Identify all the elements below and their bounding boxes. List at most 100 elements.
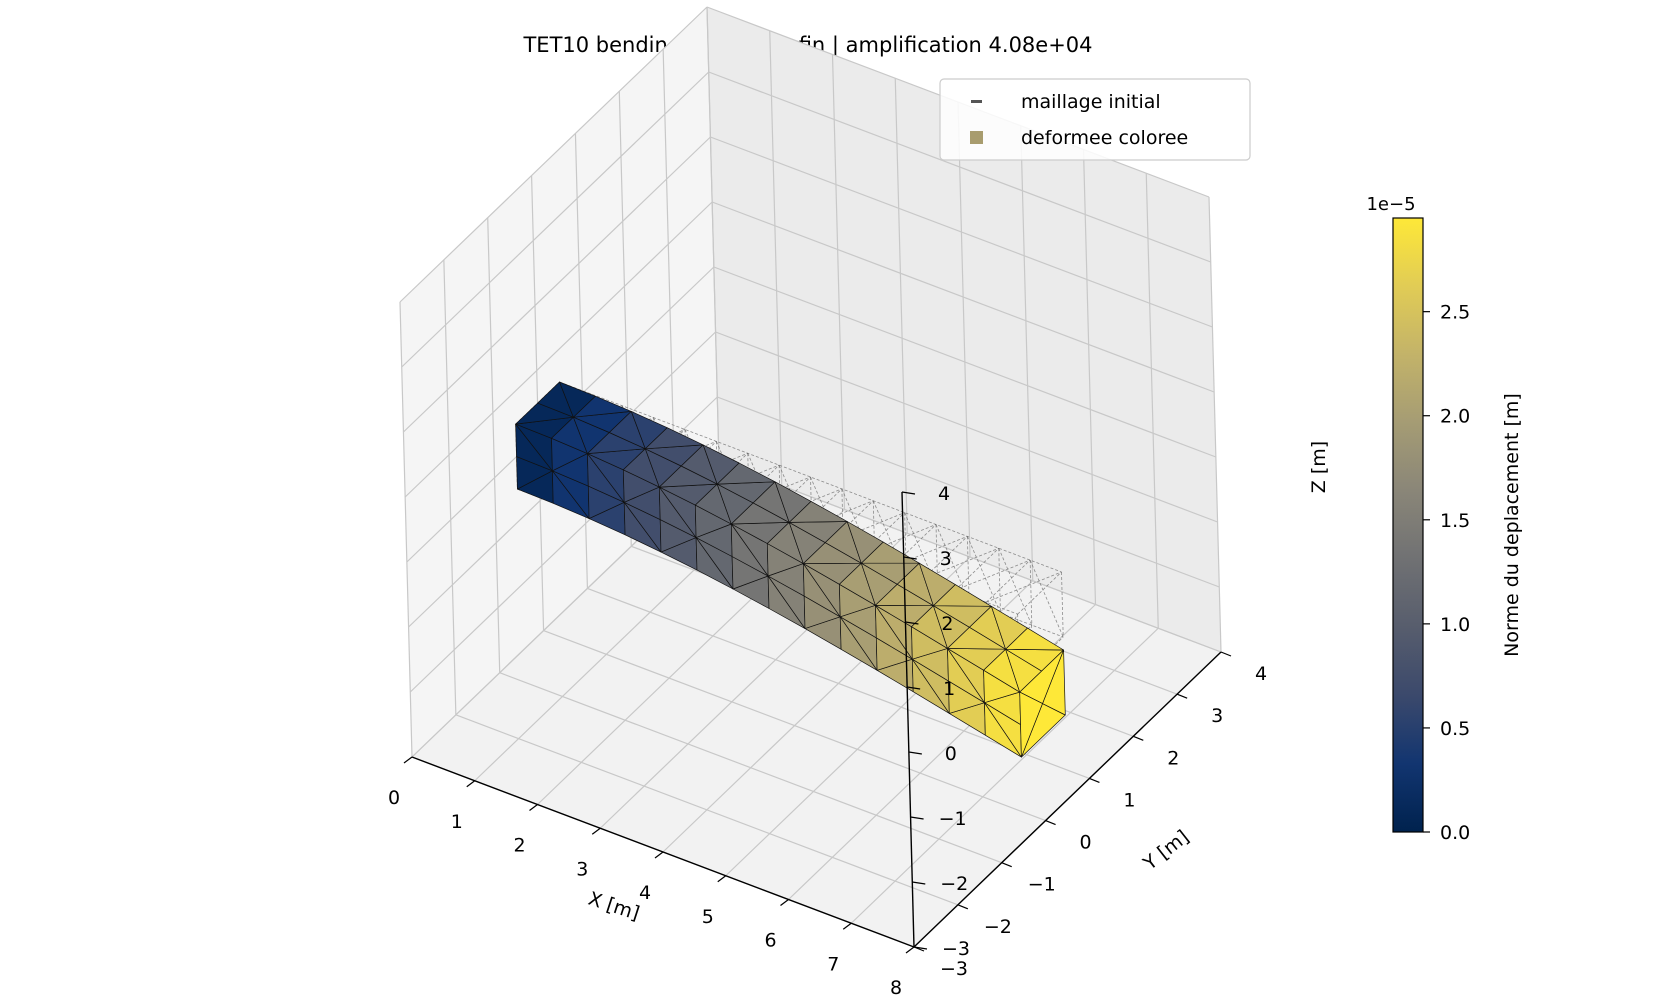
z-tick-label: −3 bbox=[942, 938, 970, 960]
colorbar-gradient bbox=[1392, 217, 1424, 833]
initial-mesh-edge bbox=[860, 524, 937, 556]
grid-line bbox=[717, 396, 1220, 588]
colorbar-label: Norme du deplacement [m] bbox=[1501, 393, 1523, 657]
colorbar: 1e−5 0.0 0.5 1.0 1.5 2.0 2.5 Norme du deplace… bbox=[1366, 194, 1523, 844]
grid-line bbox=[894, 78, 908, 534]
deformed-element bbox=[933, 584, 992, 607]
grid-line bbox=[487, 217, 501, 673]
y-tick-label: 1 bbox=[1123, 789, 1135, 811]
grid-line bbox=[710, 136, 1213, 328]
initial-mesh-edge bbox=[891, 536, 968, 568]
colorbar-tick-label: 2.0 bbox=[1440, 406, 1470, 428]
grid-line bbox=[957, 101, 971, 558]
grid-line bbox=[499, 672, 1002, 864]
x-tick-label: 7 bbox=[827, 953, 839, 975]
grid-line bbox=[713, 266, 1217, 458]
y-tick bbox=[1001, 862, 1012, 868]
z-tick-label: 0 bbox=[945, 743, 957, 765]
initial-mesh-edge bbox=[923, 547, 999, 579]
y-tick-label: 0 bbox=[1080, 832, 1092, 854]
deformed-beam-surface bbox=[515, 381, 1066, 758]
y-tick-label: 4 bbox=[1255, 663, 1267, 685]
y-tick-label: −3 bbox=[940, 958, 968, 980]
legend-box bbox=[939, 78, 1251, 161]
initial-mesh-edge bbox=[986, 571, 1062, 603]
z-axis-label: Z [m] bbox=[1308, 441, 1330, 493]
x-tick bbox=[654, 851, 664, 859]
colorbar-scale-label: 1e−5 bbox=[1366, 194, 1415, 215]
z-tick bbox=[912, 881, 926, 885]
initial-mesh-edge bbox=[935, 524, 970, 602]
initial-mesh-edge bbox=[954, 547, 1000, 591]
initial-mesh-edge bbox=[872, 500, 876, 566]
y-tick bbox=[1220, 651, 1232, 657]
y-tick bbox=[957, 904, 969, 910]
deformed-element bbox=[644, 427, 704, 450]
z-tick-label: 4 bbox=[938, 483, 950, 505]
initial-mesh-edge bbox=[841, 488, 876, 566]
grid-line bbox=[718, 461, 1222, 653]
x-axis-ticks: 0 1 2 3 4 5 6 7 8 bbox=[388, 756, 915, 999]
z-tick-label: 3 bbox=[940, 548, 952, 570]
grid-line bbox=[1145, 173, 1159, 629]
grid-line bbox=[403, 136, 711, 433]
z-tick bbox=[907, 686, 921, 690]
x-tick-label: 6 bbox=[764, 930, 776, 952]
z-tick bbox=[913, 946, 928, 950]
y-tick-label: −1 bbox=[1028, 874, 1056, 896]
x-tick-label: 4 bbox=[639, 882, 651, 904]
z-tick-label: 1 bbox=[943, 678, 955, 700]
y-tick-label: 2 bbox=[1167, 747, 1179, 769]
deformed-element bbox=[716, 462, 776, 485]
legend: maillage initial deformee coloree bbox=[939, 78, 1251, 161]
initial-mesh-edge bbox=[935, 524, 939, 590]
grid-line bbox=[831, 54, 846, 510]
deformed-element bbox=[573, 395, 632, 418]
initial-mesh-edge bbox=[1029, 560, 1033, 626]
z-tick bbox=[908, 751, 922, 755]
initial-mesh-edge bbox=[872, 500, 907, 578]
initial-mesh-edge bbox=[985, 559, 1031, 603]
x-tick bbox=[717, 875, 727, 883]
grid-line bbox=[715, 331, 1218, 523]
y-tick-label: 3 bbox=[1211, 705, 1223, 727]
deformed-element bbox=[860, 541, 920, 564]
initial-mesh-edge bbox=[829, 512, 905, 544]
x-tick-label: 8 bbox=[890, 977, 902, 999]
x-tick bbox=[466, 780, 476, 788]
z-tick bbox=[903, 556, 917, 560]
y-tick-label: −2 bbox=[984, 916, 1012, 938]
x-axis-label: X [m] bbox=[586, 888, 643, 925]
grid-line bbox=[769, 30, 783, 486]
y-axis-label: Y [m] bbox=[1139, 826, 1194, 875]
x-tick bbox=[905, 946, 915, 954]
grid-line bbox=[399, 6, 708, 303]
y-tick bbox=[1045, 820, 1056, 826]
colorbar-tick-label: 2.5 bbox=[1440, 302, 1470, 324]
x-tick bbox=[780, 899, 789, 906]
grid-line bbox=[455, 714, 959, 906]
initial-mesh-edge bbox=[954, 559, 1031, 591]
x-tick bbox=[842, 922, 852, 930]
z-tick bbox=[905, 621, 919, 625]
colorbar-tick-label: 0.5 bbox=[1440, 718, 1470, 740]
y-axis-line bbox=[913, 651, 1222, 948]
x-tick bbox=[529, 804, 538, 811]
x-tick-label: 5 bbox=[702, 906, 714, 928]
grid-line bbox=[850, 627, 1159, 924]
initial-mesh-edge bbox=[998, 548, 1001, 614]
initial-mesh-edge bbox=[1029, 559, 1064, 638]
y-tick bbox=[1176, 693, 1188, 699]
grid-line bbox=[1020, 125, 1034, 581]
initial-mesh-edge bbox=[559, 381, 1062, 573]
x-tick-label: 0 bbox=[388, 787, 400, 809]
deformed-element bbox=[1019, 691, 1043, 758]
z-tick-label: −2 bbox=[940, 873, 968, 895]
grid-line bbox=[404, 201, 713, 498]
grid-line bbox=[443, 259, 457, 715]
x-tick bbox=[403, 756, 413, 764]
grid-line bbox=[399, 301, 413, 758]
grid-line bbox=[543, 630, 1046, 822]
